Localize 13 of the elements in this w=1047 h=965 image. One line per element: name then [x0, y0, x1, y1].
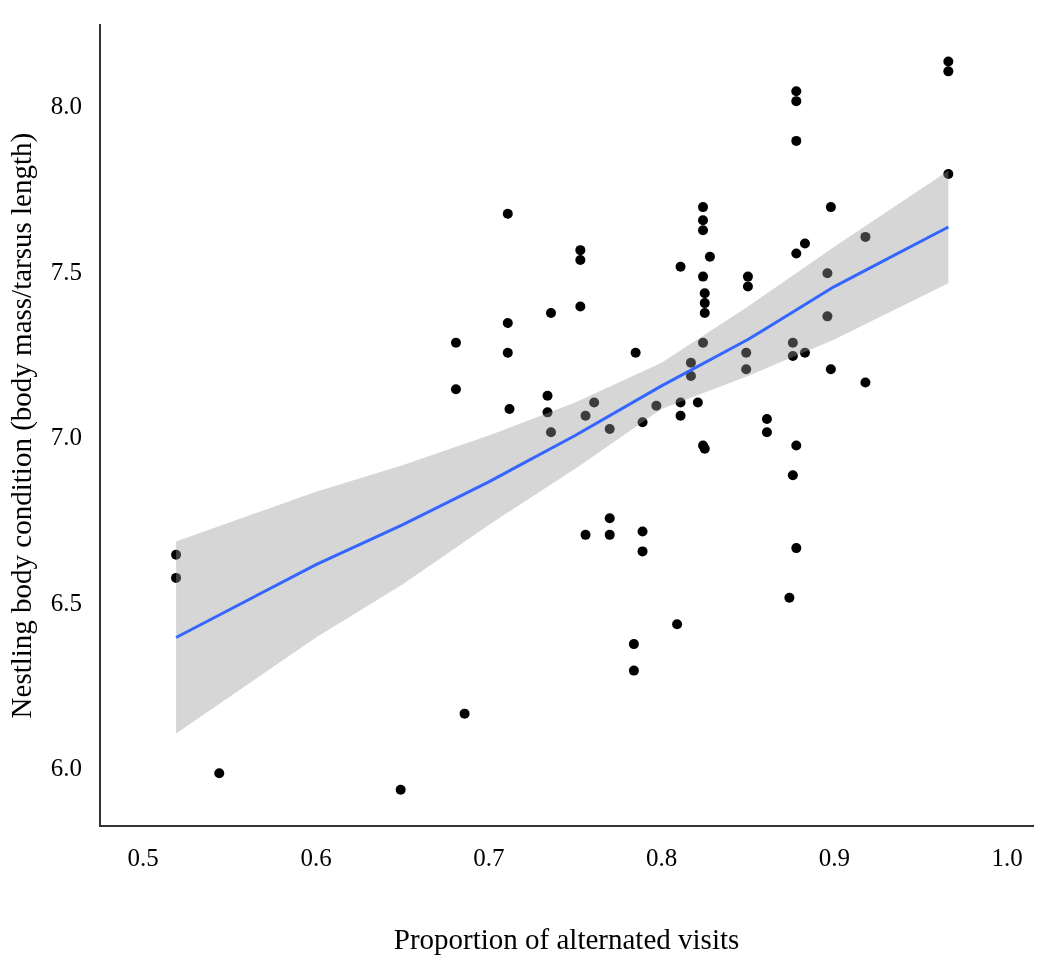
x-tick-label: 0.6	[300, 843, 332, 871]
y-axis-title: Nestling body condition (body mass/tarsus length)	[5, 132, 39, 719]
x-tick-label: 0.9	[818, 843, 850, 871]
x-tick-label: 0.8	[645, 843, 678, 871]
y-tick-label: 8.0	[50, 92, 83, 120]
y-tick-label: 6.5	[50, 588, 83, 616]
x-tick-label: 0.5	[127, 843, 159, 871]
x-tick-label: 1.0	[991, 843, 1023, 871]
y-tick-label: 6.0	[50, 754, 83, 782]
y-tick-label: 7.5	[50, 257, 83, 285]
y-tick-label: 7.0	[50, 423, 83, 451]
x-tick-label: 0.7	[473, 843, 505, 871]
x-axis-title: Proportion of alternated visits	[393, 923, 740, 956]
